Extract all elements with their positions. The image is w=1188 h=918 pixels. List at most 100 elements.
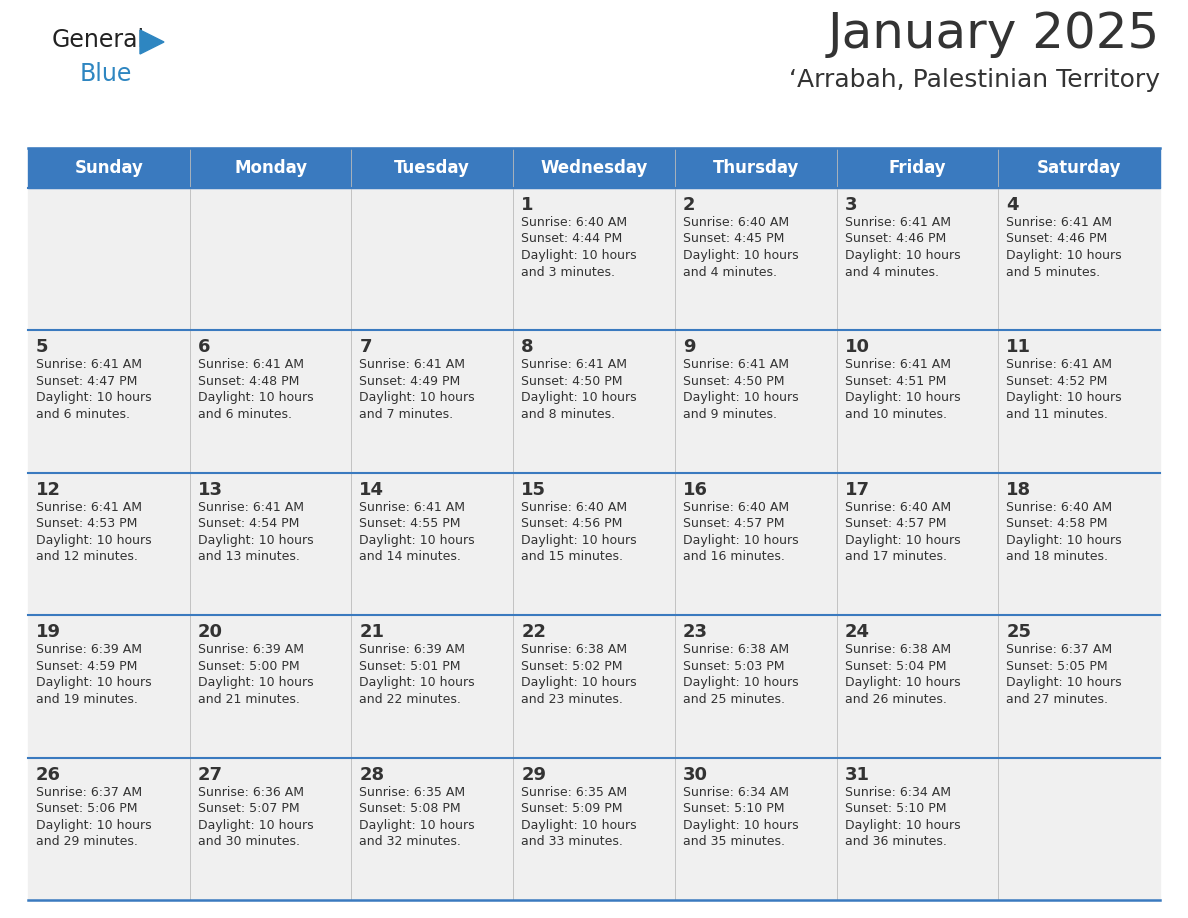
Text: 4: 4 (1006, 196, 1019, 214)
Text: Sunset: 5:03 PM: Sunset: 5:03 PM (683, 660, 784, 673)
Text: and 15 minutes.: and 15 minutes. (522, 550, 624, 564)
Text: Sunrise: 6:41 AM: Sunrise: 6:41 AM (845, 216, 950, 229)
Text: Sunrise: 6:35 AM: Sunrise: 6:35 AM (522, 786, 627, 799)
Text: 24: 24 (845, 623, 870, 641)
Text: Sunrise: 6:39 AM: Sunrise: 6:39 AM (360, 644, 466, 656)
Text: Sunset: 5:02 PM: Sunset: 5:02 PM (522, 660, 623, 673)
Bar (29, 473, 1159, 615)
Text: Sunday: Sunday (75, 159, 144, 177)
Text: Sunset: 4:49 PM: Sunset: 4:49 PM (360, 375, 461, 388)
Text: 6: 6 (197, 339, 210, 356)
Text: Daylight: 10 hours: Daylight: 10 hours (683, 819, 798, 832)
Text: Sunset: 4:52 PM: Sunset: 4:52 PM (1006, 375, 1107, 388)
Text: and 6 minutes.: and 6 minutes. (197, 408, 292, 420)
Text: and 5 minutes.: and 5 minutes. (1006, 265, 1100, 278)
Text: Sunset: 4:55 PM: Sunset: 4:55 PM (360, 518, 461, 531)
Text: Sunrise: 6:36 AM: Sunrise: 6:36 AM (197, 786, 304, 799)
Text: General: General (52, 28, 145, 52)
Text: Daylight: 10 hours: Daylight: 10 hours (360, 677, 475, 689)
Polygon shape (140, 30, 164, 54)
Text: Thursday: Thursday (713, 159, 798, 177)
Text: Sunset: 4:44 PM: Sunset: 4:44 PM (522, 232, 623, 245)
Text: 31: 31 (845, 766, 870, 784)
Text: Sunrise: 6:40 AM: Sunrise: 6:40 AM (683, 216, 789, 229)
Text: Sunrise: 6:41 AM: Sunrise: 6:41 AM (197, 501, 304, 514)
Text: Sunset: 4:48 PM: Sunset: 4:48 PM (197, 375, 299, 388)
Text: Daylight: 10 hours: Daylight: 10 hours (36, 533, 152, 547)
Text: and 29 minutes.: and 29 minutes. (36, 835, 138, 848)
Text: ‘Arrabah, Palestinian Territory: ‘Arrabah, Palestinian Territory (789, 68, 1159, 92)
Text: 10: 10 (845, 339, 870, 356)
Text: 2: 2 (683, 196, 695, 214)
Text: and 22 minutes.: and 22 minutes. (360, 693, 461, 706)
Text: 21: 21 (360, 623, 385, 641)
Text: and 12 minutes.: and 12 minutes. (36, 550, 138, 564)
Bar (29, 148, 1159, 188)
Text: Sunset: 5:07 PM: Sunset: 5:07 PM (197, 802, 299, 815)
Text: Sunset: 5:08 PM: Sunset: 5:08 PM (360, 802, 461, 815)
Bar (29, 757, 1159, 900)
Text: Daylight: 10 hours: Daylight: 10 hours (197, 819, 314, 832)
Text: and 18 minutes.: and 18 minutes. (1006, 550, 1108, 564)
Text: Daylight: 10 hours: Daylight: 10 hours (683, 391, 798, 405)
Text: January 2025: January 2025 (828, 10, 1159, 58)
Text: Sunrise: 6:41 AM: Sunrise: 6:41 AM (522, 358, 627, 372)
Text: 19: 19 (36, 623, 61, 641)
Text: Sunrise: 6:41 AM: Sunrise: 6:41 AM (36, 501, 143, 514)
Text: Daylight: 10 hours: Daylight: 10 hours (522, 677, 637, 689)
Text: Sunset: 4:46 PM: Sunset: 4:46 PM (845, 232, 946, 245)
Text: Daylight: 10 hours: Daylight: 10 hours (360, 533, 475, 547)
Bar (29, 330, 1159, 473)
Text: Sunrise: 6:38 AM: Sunrise: 6:38 AM (845, 644, 950, 656)
Text: 15: 15 (522, 481, 546, 498)
Text: Sunset: 4:54 PM: Sunset: 4:54 PM (197, 518, 299, 531)
Text: Sunset: 4:50 PM: Sunset: 4:50 PM (522, 375, 623, 388)
Text: and 8 minutes.: and 8 minutes. (522, 408, 615, 420)
Text: Sunset: 4:53 PM: Sunset: 4:53 PM (36, 518, 138, 531)
Text: Sunrise: 6:38 AM: Sunrise: 6:38 AM (683, 644, 789, 656)
Text: Sunrise: 6:35 AM: Sunrise: 6:35 AM (360, 786, 466, 799)
Text: Blue: Blue (80, 62, 132, 86)
Text: and 30 minutes.: and 30 minutes. (197, 835, 299, 848)
Text: Sunrise: 6:38 AM: Sunrise: 6:38 AM (522, 644, 627, 656)
Text: Daylight: 10 hours: Daylight: 10 hours (845, 249, 960, 262)
Bar (29, 615, 1159, 757)
Text: Sunrise: 6:41 AM: Sunrise: 6:41 AM (845, 358, 950, 372)
Text: Sunrise: 6:40 AM: Sunrise: 6:40 AM (683, 501, 789, 514)
Text: Sunset: 5:09 PM: Sunset: 5:09 PM (522, 802, 623, 815)
Text: Sunset: 5:05 PM: Sunset: 5:05 PM (1006, 660, 1108, 673)
Text: Daylight: 10 hours: Daylight: 10 hours (683, 249, 798, 262)
Text: Sunset: 4:56 PM: Sunset: 4:56 PM (522, 518, 623, 531)
Text: Sunrise: 6:37 AM: Sunrise: 6:37 AM (1006, 644, 1112, 656)
Text: 29: 29 (522, 766, 546, 784)
Text: Tuesday: Tuesday (394, 159, 470, 177)
Text: 9: 9 (683, 339, 695, 356)
Text: Daylight: 10 hours: Daylight: 10 hours (36, 677, 152, 689)
Text: and 21 minutes.: and 21 minutes. (197, 693, 299, 706)
Text: Sunrise: 6:39 AM: Sunrise: 6:39 AM (36, 644, 143, 656)
Text: 5: 5 (36, 339, 49, 356)
Text: 3: 3 (845, 196, 857, 214)
Text: Sunset: 4:57 PM: Sunset: 4:57 PM (683, 518, 784, 531)
Text: Sunset: 4:58 PM: Sunset: 4:58 PM (1006, 518, 1107, 531)
Text: Daylight: 10 hours: Daylight: 10 hours (1006, 533, 1121, 547)
Text: Sunrise: 6:34 AM: Sunrise: 6:34 AM (845, 786, 950, 799)
Text: 11: 11 (1006, 339, 1031, 356)
Text: 14: 14 (360, 481, 385, 498)
Text: 17: 17 (845, 481, 870, 498)
Text: Sunrise: 6:41 AM: Sunrise: 6:41 AM (360, 501, 466, 514)
Text: and 9 minutes.: and 9 minutes. (683, 408, 777, 420)
Text: Monday: Monday (234, 159, 308, 177)
Text: 1: 1 (522, 196, 533, 214)
Text: Daylight: 10 hours: Daylight: 10 hours (360, 391, 475, 405)
Text: and 13 minutes.: and 13 minutes. (197, 550, 299, 564)
Text: and 3 minutes.: and 3 minutes. (522, 265, 615, 278)
Text: Daylight: 10 hours: Daylight: 10 hours (522, 819, 637, 832)
Text: Daylight: 10 hours: Daylight: 10 hours (197, 391, 314, 405)
Text: and 27 minutes.: and 27 minutes. (1006, 693, 1108, 706)
Text: Sunset: 5:06 PM: Sunset: 5:06 PM (36, 802, 138, 815)
Text: Daylight: 10 hours: Daylight: 10 hours (845, 391, 960, 405)
Text: 25: 25 (1006, 623, 1031, 641)
Text: Daylight: 10 hours: Daylight: 10 hours (845, 819, 960, 832)
Text: 26: 26 (36, 766, 61, 784)
